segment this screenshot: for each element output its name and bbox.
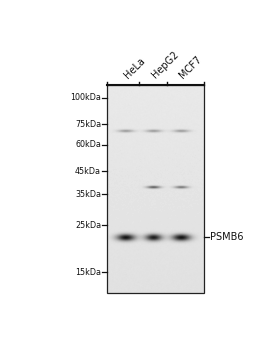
Text: 35kDa: 35kDa bbox=[75, 190, 101, 199]
Text: 25kDa: 25kDa bbox=[75, 221, 101, 230]
Text: 75kDa: 75kDa bbox=[75, 120, 101, 129]
Text: 60kDa: 60kDa bbox=[75, 140, 101, 149]
Text: PSMB6: PSMB6 bbox=[209, 232, 242, 242]
Text: MCF7: MCF7 bbox=[177, 54, 203, 80]
Text: 100kDa: 100kDa bbox=[70, 93, 101, 103]
Bar bbox=[107, 85, 203, 293]
Text: 45kDa: 45kDa bbox=[75, 167, 101, 176]
Text: HeLa: HeLa bbox=[122, 56, 147, 80]
Text: HepG2: HepG2 bbox=[149, 50, 179, 80]
Text: 15kDa: 15kDa bbox=[75, 268, 101, 276]
